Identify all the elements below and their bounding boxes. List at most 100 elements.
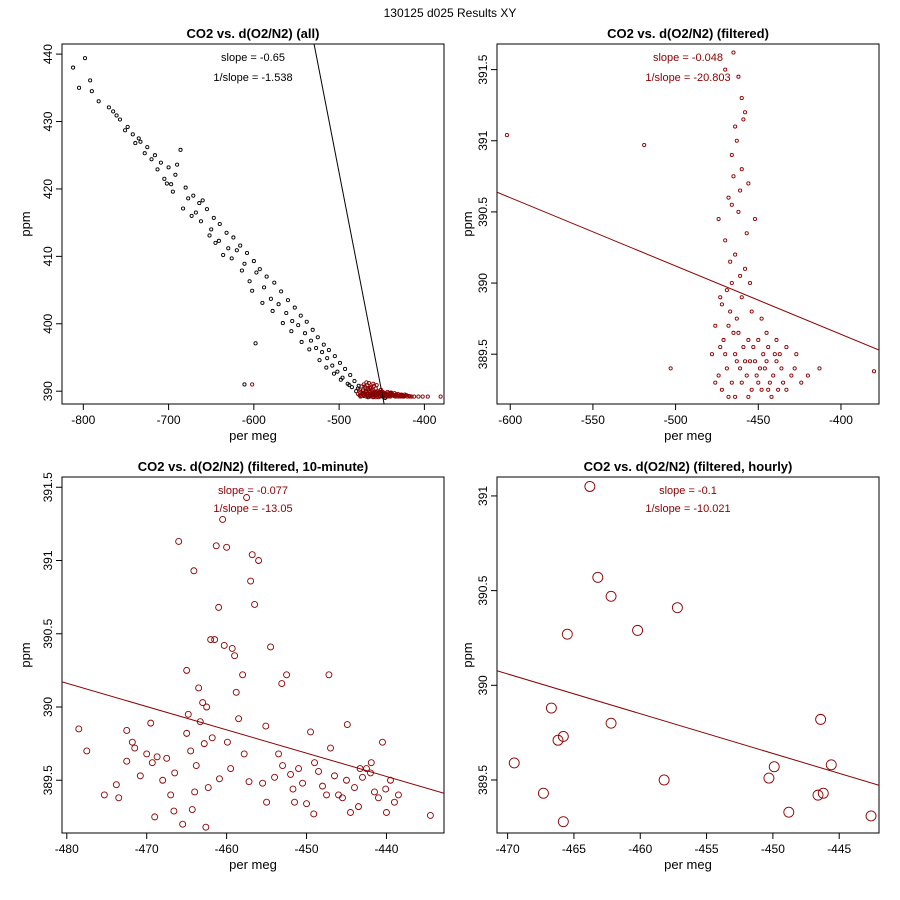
data-point [169,182,174,187]
data-point [71,65,76,70]
data-point [200,198,205,203]
chart-panel-4: CO2 vs. d(O2/N2) (filtered, hourly) slope… [460,459,880,872]
chart-panel-1: CO2 vs. d(O2/N2) (all) slope = -0.65 1/slo… [18,26,445,443]
data-point [743,110,748,115]
data-point [173,172,178,177]
data-point [768,761,780,773]
chart-panel-2: CO2 vs. d(O2/N2) (filtered) slope = -0.04… [460,26,880,443]
data-point [746,181,751,186]
data-point [145,145,150,150]
data-point [438,394,443,399]
inverse-slope-label: 1/slope = -20.803 [645,72,730,84]
data-point [726,195,731,200]
data-point [223,543,231,551]
data-point [289,329,294,334]
data-point [331,772,338,780]
data-point [729,152,734,158]
data-point [82,56,88,61]
data-point [776,387,781,392]
data-point [767,380,772,385]
data-point [731,174,736,179]
figure-title: 130125 d025 Results XY [384,6,517,20]
data-point [183,666,191,674]
data-point [228,644,236,652]
data-point [369,389,374,394]
data-point [320,350,325,355]
x-tick-label: -440 [374,842,398,856]
data-point [343,366,348,371]
data-point [88,78,93,83]
data-point [756,337,761,343]
data-point [298,313,303,318]
data-point [749,387,754,392]
x-tick-label: -445 [827,842,851,856]
data-point [290,319,295,324]
regression-line [62,681,444,794]
y-axis-label: ppm [460,211,475,236]
y-tick-label: 390 [41,697,55,717]
data-point [757,366,762,371]
data-point [304,319,309,324]
data-point [365,391,370,396]
chart-title: CO2 vs. d(O2/N2) (all) [187,26,320,41]
data-point [251,259,256,264]
data-point [77,85,82,90]
data-point [112,781,120,789]
data-point [382,785,390,793]
data-point [561,628,573,640]
data-point [371,381,376,386]
data-point [287,770,295,778]
data-point [211,636,219,644]
data-point [739,167,744,172]
inverse-slope-label: 1/slope = -13.05 [213,503,292,515]
x-axis-label: per meg [229,857,277,872]
data-point [351,784,358,792]
data-point [138,139,143,144]
data-point [197,201,202,206]
data-point [289,785,297,793]
data-point [231,235,236,240]
data-point [296,323,301,328]
data-point [189,213,194,218]
data-point [402,393,407,398]
x-tick-label: -460 [628,842,652,856]
data-point [731,50,736,55]
data-point [718,345,723,350]
data-point [283,671,291,679]
data-point [545,702,557,714]
data-point [147,719,155,727]
data-point [166,165,171,170]
data-point [752,216,758,222]
data-point [751,345,756,350]
data-point [276,302,281,307]
data-point [271,773,279,781]
data-point [772,352,777,357]
data-point [220,642,228,649]
data-point [219,516,227,523]
data-point [111,109,116,114]
data-point [303,800,310,808]
data-point [812,789,824,801]
data-point [736,74,741,79]
x-tick-label: -500 [327,413,351,427]
data-point [425,394,430,399]
data-point [729,380,734,385]
data-point [231,652,239,660]
data-point [244,250,250,256]
data-point [155,167,160,172]
data-point [307,728,314,736]
y-tick-label: 440 [41,44,55,64]
data-point [315,768,322,775]
data-point [148,759,156,767]
y-tick-label: 430 [41,111,55,131]
y-tick-label: 400 [41,313,55,333]
data-point [668,366,673,371]
data-point [743,266,748,271]
x-tick-label: -800 [71,413,95,427]
data-point [327,744,334,752]
data-point [292,305,297,310]
data-point [284,310,289,316]
data-point [254,270,259,275]
data-point [190,567,198,575]
